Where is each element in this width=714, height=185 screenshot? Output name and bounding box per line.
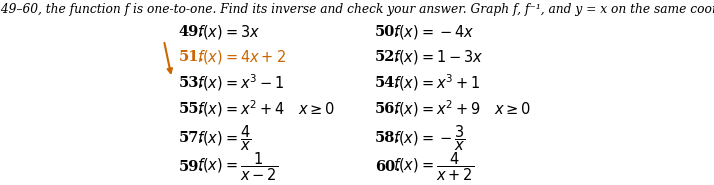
Text: $f(x) = x^2 + 9 \quad x \geq 0$: $f(x) = x^2 + 9 \quad x \geq 0$ <box>393 98 531 119</box>
Text: $f(x) = 3x$: $f(x) = 3x$ <box>196 23 260 41</box>
Text: 52.: 52. <box>375 50 401 64</box>
Text: 57.: 57. <box>179 131 204 145</box>
Text: 58.: 58. <box>375 131 400 145</box>
Text: $f(x) = -\dfrac{3}{x}$: $f(x) = -\dfrac{3}{x}$ <box>393 123 465 153</box>
Text: $f(x) = -4x$: $f(x) = -4x$ <box>393 23 474 41</box>
Text: 60.: 60. <box>375 160 400 174</box>
Text: 50.: 50. <box>375 25 400 39</box>
Text: $f(x) = \dfrac{4}{x}$: $f(x) = \dfrac{4}{x}$ <box>196 123 251 153</box>
Text: 54.: 54. <box>375 76 400 90</box>
Text: $f(x) = 4x + 2$: $f(x) = 4x + 2$ <box>196 48 286 66</box>
Text: 59.: 59. <box>179 160 204 174</box>
Text: $f(x) = x^3 + 1$: $f(x) = x^3 + 1$ <box>393 73 480 93</box>
Text: $f(x) = \dfrac{4}{x+2}$: $f(x) = \dfrac{4}{x+2}$ <box>393 151 473 184</box>
Text: In Problems 49–60, the function f is one-to-one. Find its inverse and check your: In Problems 49–60, the function f is one… <box>0 3 714 16</box>
Text: $f(x) = 1 - 3x$: $f(x) = 1 - 3x$ <box>393 48 483 66</box>
Text: 56.: 56. <box>375 102 400 116</box>
Text: 53.: 53. <box>179 76 204 90</box>
Text: 51.: 51. <box>179 50 204 64</box>
Text: $f(x) = x^2 + 4 \quad x \geq 0$: $f(x) = x^2 + 4 \quad x \geq 0$ <box>196 98 335 119</box>
Text: 49.: 49. <box>179 25 204 39</box>
Text: $f(x) = x^3 - 1$: $f(x) = x^3 - 1$ <box>196 73 284 93</box>
Text: 55.: 55. <box>179 102 204 116</box>
Text: $f(x) = \dfrac{1}{x-2}$: $f(x) = \dfrac{1}{x-2}$ <box>196 151 278 184</box>
